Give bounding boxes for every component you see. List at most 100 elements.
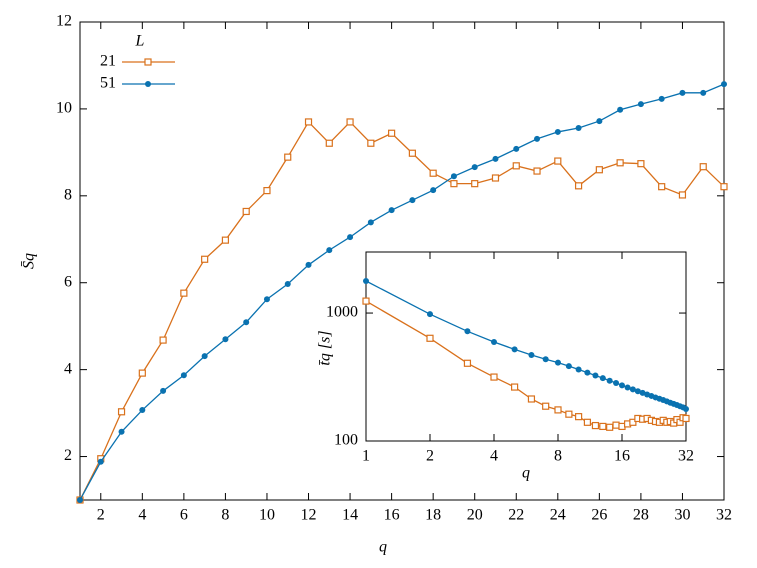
data-point: [699, 163, 707, 171]
data-point: [592, 372, 599, 379]
legend-marker: [144, 58, 152, 66]
data-point: [617, 106, 624, 113]
data-point: [596, 118, 603, 125]
data-point: [305, 261, 312, 268]
data-point: [409, 197, 416, 204]
data-point: [616, 159, 624, 167]
data-point: [683, 405, 689, 412]
data-point: [160, 387, 167, 394]
y-tick-label: 100: [334, 432, 358, 449]
data-point: [528, 352, 535, 359]
data-point: [574, 182, 583, 190]
x-tick-label: 32: [716, 507, 732, 524]
data-point: [492, 155, 499, 162]
series-line: [79, 120, 725, 501]
data-point: [471, 180, 479, 188]
data-point: [490, 373, 498, 381]
data-point: [721, 81, 727, 88]
data-point: [471, 164, 478, 171]
data-point: [612, 421, 620, 429]
data-point: [450, 173, 457, 180]
data-point: [591, 421, 600, 430]
data-point: [575, 413, 583, 421]
y-tick-label: 2: [64, 447, 72, 464]
data-point: [363, 278, 369, 285]
data-point: [634, 388, 641, 395]
data-point: [201, 255, 209, 263]
data-point: [700, 89, 707, 96]
data-point: [639, 389, 646, 396]
legend-marker: [145, 81, 151, 87]
data-point: [720, 183, 728, 191]
x-tick-label: 16: [614, 448, 630, 465]
data-point: [325, 139, 333, 147]
x-tick-label: 28: [633, 507, 649, 524]
data-point: [542, 402, 550, 410]
data-point: [222, 336, 229, 343]
data-point: [426, 334, 434, 342]
data-point: [408, 149, 416, 157]
data-point: [619, 382, 625, 389]
data-point: [613, 379, 620, 386]
data-point: [117, 408, 126, 416]
data-point: [263, 296, 270, 303]
data-point: [138, 369, 146, 377]
data-point: [284, 281, 291, 288]
y-tick-label: 8: [64, 186, 72, 203]
data-point: [606, 423, 614, 431]
data-point: [565, 363, 572, 370]
data-point: [346, 118, 354, 126]
data-point: [97, 458, 104, 465]
data-point: [658, 95, 665, 102]
data-point: [243, 319, 250, 326]
y-tick-label: 6: [64, 273, 72, 290]
data-point: [326, 247, 333, 254]
y-axis-label: S̄q: [21, 253, 38, 269]
x-tick-label: 16: [384, 507, 400, 524]
data-point: [304, 118, 313, 126]
data-point: [511, 346, 518, 353]
x-tick-label: 20: [467, 507, 483, 524]
y-axis-label: t̄q [s]: [317, 330, 334, 365]
x-tick-label: 6: [180, 507, 188, 524]
y-tick-label: 10: [56, 100, 72, 117]
x-tick-label: 22: [508, 507, 524, 524]
data-point: [347, 234, 354, 241]
data-point: [606, 377, 613, 384]
data-point: [533, 167, 541, 175]
data-point: [464, 328, 471, 335]
data-point: [599, 375, 606, 382]
data-point: [629, 418, 637, 426]
plot-frame: [79, 21, 725, 501]
data-point: [221, 236, 230, 244]
data-point: [678, 191, 687, 199]
data-point: [599, 422, 607, 431]
data-point: [554, 157, 562, 165]
x-tick-label: 2: [426, 448, 434, 465]
data-point: [583, 418, 592, 426]
data-point: [629, 386, 636, 393]
x-tick-label: 10: [259, 507, 275, 524]
data-point: [180, 372, 187, 379]
x-tick-label: 26: [591, 507, 607, 524]
data-point: [513, 145, 520, 152]
data-point: [554, 128, 561, 135]
x-tick-label: 8: [221, 507, 229, 524]
data-point: [367, 139, 375, 147]
data-point: [159, 336, 167, 344]
data-point: [242, 207, 250, 216]
legend-label: 51: [100, 75, 116, 92]
legend-label: 21: [100, 53, 116, 70]
data-point: [77, 497, 83, 503]
x-tick-label: 1: [362, 448, 370, 465]
data-point: [682, 414, 690, 423]
data-point: [388, 207, 395, 214]
data-point: [491, 338, 497, 345]
x-tick-label: 14: [342, 507, 358, 524]
data-point: [427, 311, 433, 318]
data-point: [491, 174, 500, 182]
data-point: [555, 359, 561, 366]
x-tick-label: 12: [301, 507, 317, 524]
data-point: [637, 160, 645, 168]
